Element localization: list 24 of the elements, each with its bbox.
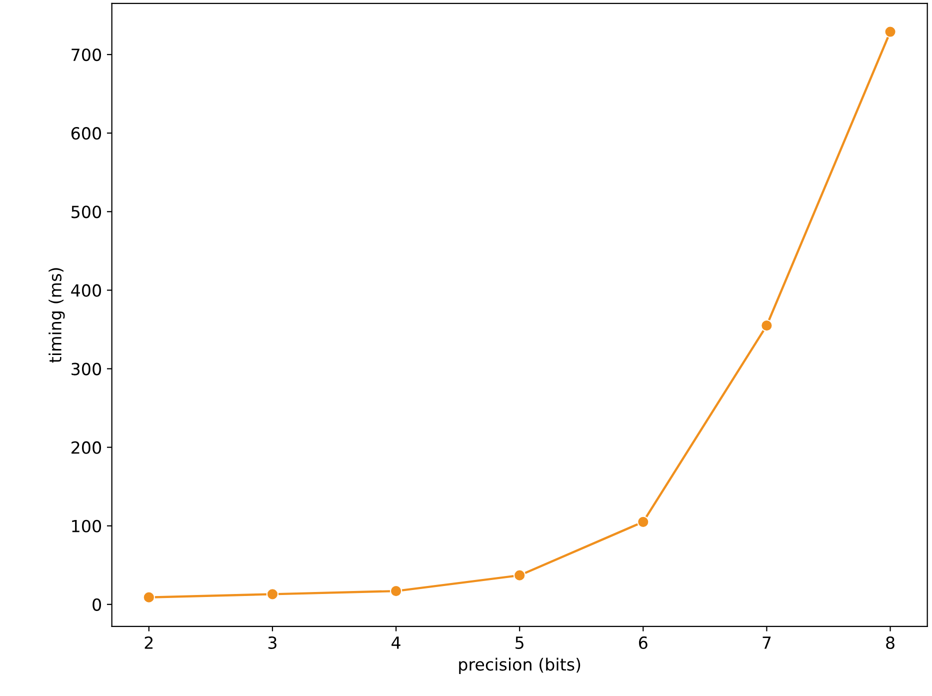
point [760, 319, 773, 332]
point [142, 591, 155, 604]
x-axis-title: precision (bits) [459, 658, 580, 674]
x-tick-label: 4 [392, 636, 400, 649]
y-axis-title: timing (ms) [48, 268, 65, 363]
point [266, 588, 279, 600]
x-tick-label: 6 [639, 636, 648, 650]
point [514, 569, 526, 582]
y-tick-label: 400 [71, 284, 102, 297]
x-tick-label: 7 [762, 636, 771, 649]
x-tick-label: 2 [144, 636, 153, 649]
y-tick-label: 100 [72, 520, 102, 532]
y-tick-label: 600 [71, 127, 102, 140]
x-tick-label: 8 [886, 636, 894, 650]
point [637, 516, 650, 528]
y-tick-label: 700 [72, 48, 102, 62]
y-tick-label: 300 [72, 362, 102, 376]
y-tick-label: 0 [92, 598, 102, 611]
x-tick-label: 3 [268, 636, 276, 650]
point [390, 584, 402, 598]
x-tick-label: 5 [516, 636, 524, 650]
y-tick-label: 500 [72, 206, 102, 218]
y-tick-label: 200 [72, 441, 102, 454]
point [884, 26, 896, 38]
